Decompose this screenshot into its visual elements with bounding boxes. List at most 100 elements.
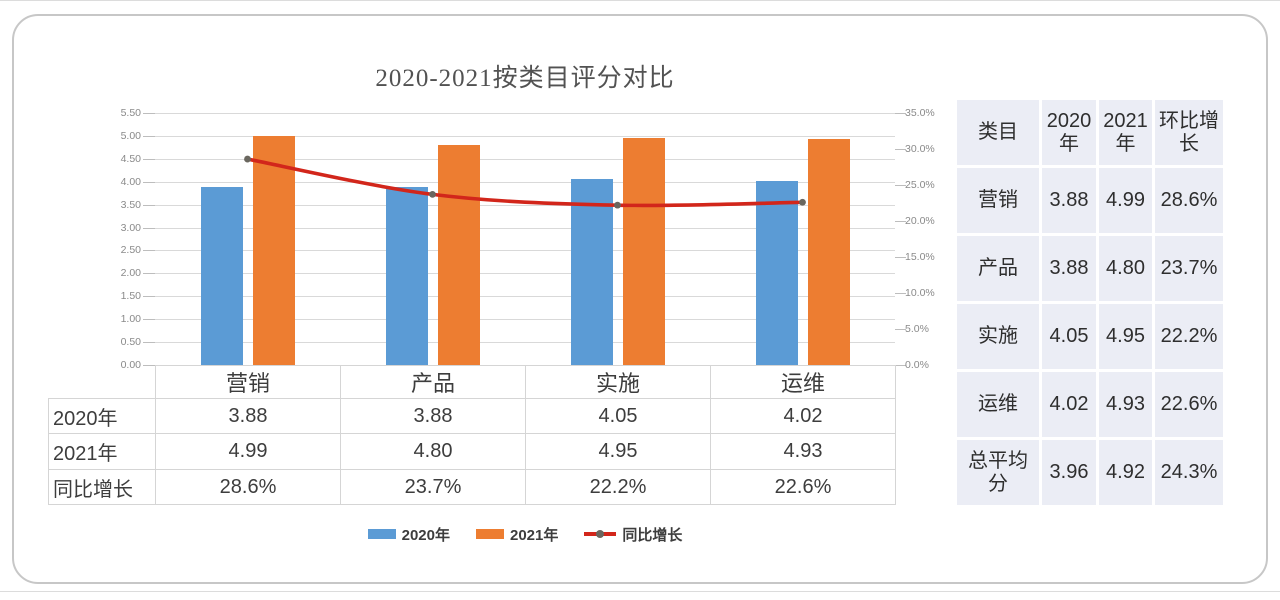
gridline <box>155 181 895 183</box>
right-axis-tick-label: 0.0% <box>905 359 929 371</box>
right-axis-tick-label: 15.0% <box>905 251 935 263</box>
left-axis-tick-label: 3.50 <box>120 198 141 211</box>
gridline <box>155 135 895 137</box>
table-cell: 4.80 <box>340 433 526 470</box>
right-axis-tick <box>895 365 906 366</box>
row-header-同比增长: 同比增长 <box>48 469 156 505</box>
chart-legend: 2020年 2021年 同比增长 <box>155 522 895 546</box>
summary-cell: 22.2% <box>1155 304 1223 369</box>
category-header-营销: 营销 <box>155 365 341 399</box>
bar-2020年-运维 <box>755 180 798 365</box>
line-marker-营销 <box>244 155 251 163</box>
summary-cell: 4.99 <box>1099 168 1152 233</box>
left-axis-tick <box>143 273 155 275</box>
gridline <box>155 342 895 344</box>
gridline <box>155 273 895 275</box>
summary-header-2021年: 2021年 <box>1099 100 1152 165</box>
legend-label: 同比增长 <box>622 526 683 544</box>
right-axis-tick <box>895 329 906 330</box>
bar-2021年-产品 <box>437 145 480 365</box>
left-axis-tick <box>143 113 155 114</box>
summary-cell: 28.6% <box>1155 168 1223 233</box>
left-axis-tick-label: 2.00 <box>120 267 141 280</box>
left-axis-tick-label: 1.50 <box>120 290 141 303</box>
table-corner-cell <box>48 365 156 399</box>
table-cell: 3.88 <box>155 398 341 434</box>
summary-cell: 总平均分 <box>957 440 1039 505</box>
summary-header-类目: 类目 <box>957 100 1039 165</box>
left-axis-tick-label: 5.00 <box>120 129 141 142</box>
right-axis-tick <box>895 221 906 222</box>
right-axis-tick <box>895 293 906 294</box>
left-axis-tick <box>143 181 155 183</box>
bar-2020年-营销 <box>200 187 243 365</box>
row-header-2020年: 2020年 <box>48 398 156 434</box>
gridline <box>155 113 895 114</box>
table-cell: 3.88 <box>340 398 526 434</box>
summary-cell: 实施 <box>957 304 1039 369</box>
bar-2021年-实施 <box>622 138 665 365</box>
summary-cell: 22.6% <box>1155 372 1223 437</box>
summary-cell: 产品 <box>957 236 1039 301</box>
gridline <box>155 319 895 321</box>
table-cell: 4.02 <box>710 398 896 434</box>
summary-cell: 3.88 <box>1042 168 1096 233</box>
gridline <box>155 204 895 206</box>
summary-header-2020年: 2020年 <box>1042 100 1096 165</box>
summary-cell: 4.02 <box>1042 372 1096 437</box>
legend-item-同比增长: 同比增长 <box>584 524 682 545</box>
left-axis-tick-label: 5.50 <box>120 107 141 119</box>
right-axis-tick-label: 35.0% <box>905 107 935 119</box>
table-cell: 4.93 <box>710 433 896 470</box>
summary-cell: 4.80 <box>1099 236 1152 301</box>
legend-item-2021年: 2021年 <box>475 524 559 545</box>
left-axis-tick <box>143 204 155 206</box>
line-marker-产品 <box>429 190 436 198</box>
legend-item-2020年: 2020年 <box>367 524 450 545</box>
right-axis-tick-label: 10.0% <box>905 287 935 299</box>
category-header-运维: 运维 <box>710 365 896 399</box>
plot-area <box>155 113 895 365</box>
right-axis-tick <box>895 149 906 150</box>
top-edge-divider <box>0 0 1280 1</box>
left-axis-tick <box>143 250 155 252</box>
bar-2020年-实施 <box>570 179 613 365</box>
right-axis-tick <box>895 257 906 258</box>
left-axis-tick <box>143 319 155 321</box>
chart-data-table: 营销 产品 实施 运维 2020年 3.88 3.88 4.05 4.02 2021年 4.99 4.… <box>48 365 896 505</box>
legend-label: 2021年 <box>509 526 559 544</box>
summary-cell: 3.96 <box>1042 440 1096 505</box>
legend-line-marker <box>596 529 605 538</box>
category-header-产品: 产品 <box>340 365 526 399</box>
summary-cell: 4.05 <box>1042 304 1096 369</box>
right-axis-tick <box>895 113 906 114</box>
bar-2021年-运维 <box>807 139 850 365</box>
left-axis-tick-label: 1.00 <box>120 313 141 326</box>
chart-title: 2020-2021按类目评分对比 <box>375 65 675 92</box>
summary-cell: 24.3% <box>1155 440 1223 505</box>
summary-cell: 运维 <box>957 372 1039 437</box>
legend-label: 2020年 <box>401 526 450 544</box>
bar-2020年-产品 <box>385 187 428 365</box>
bottom-edge-divider <box>0 591 1280 592</box>
gridline <box>155 296 895 298</box>
legend-swatch-icon <box>367 529 396 539</box>
table-cell: 23.7% <box>340 469 526 505</box>
left-axis-tick <box>143 296 155 298</box>
left-axis-tick-label: 2.50 <box>120 244 141 257</box>
right-axis-tick-label: 5.0% <box>905 323 929 335</box>
table-cell: 28.6% <box>155 469 341 505</box>
line-marker-实施 <box>614 201 621 209</box>
gridline <box>155 250 895 252</box>
left-axis-tick-label: 4.50 <box>120 152 141 165</box>
table-cell: 4.05 <box>525 398 711 434</box>
left-axis-tick <box>143 227 155 229</box>
right-axis-tick-label: 25.0% <box>905 179 935 191</box>
right-axis-tick-label: 20.0% <box>905 215 935 227</box>
row-header-2021年: 2021年 <box>48 433 156 470</box>
gridline <box>155 158 895 160</box>
summary-cell: 3.88 <box>1042 236 1096 301</box>
summary-cell: 4.92 <box>1099 440 1152 505</box>
table-cell: 4.99 <box>155 433 341 470</box>
legend-line-swatch-icon <box>584 529 617 539</box>
